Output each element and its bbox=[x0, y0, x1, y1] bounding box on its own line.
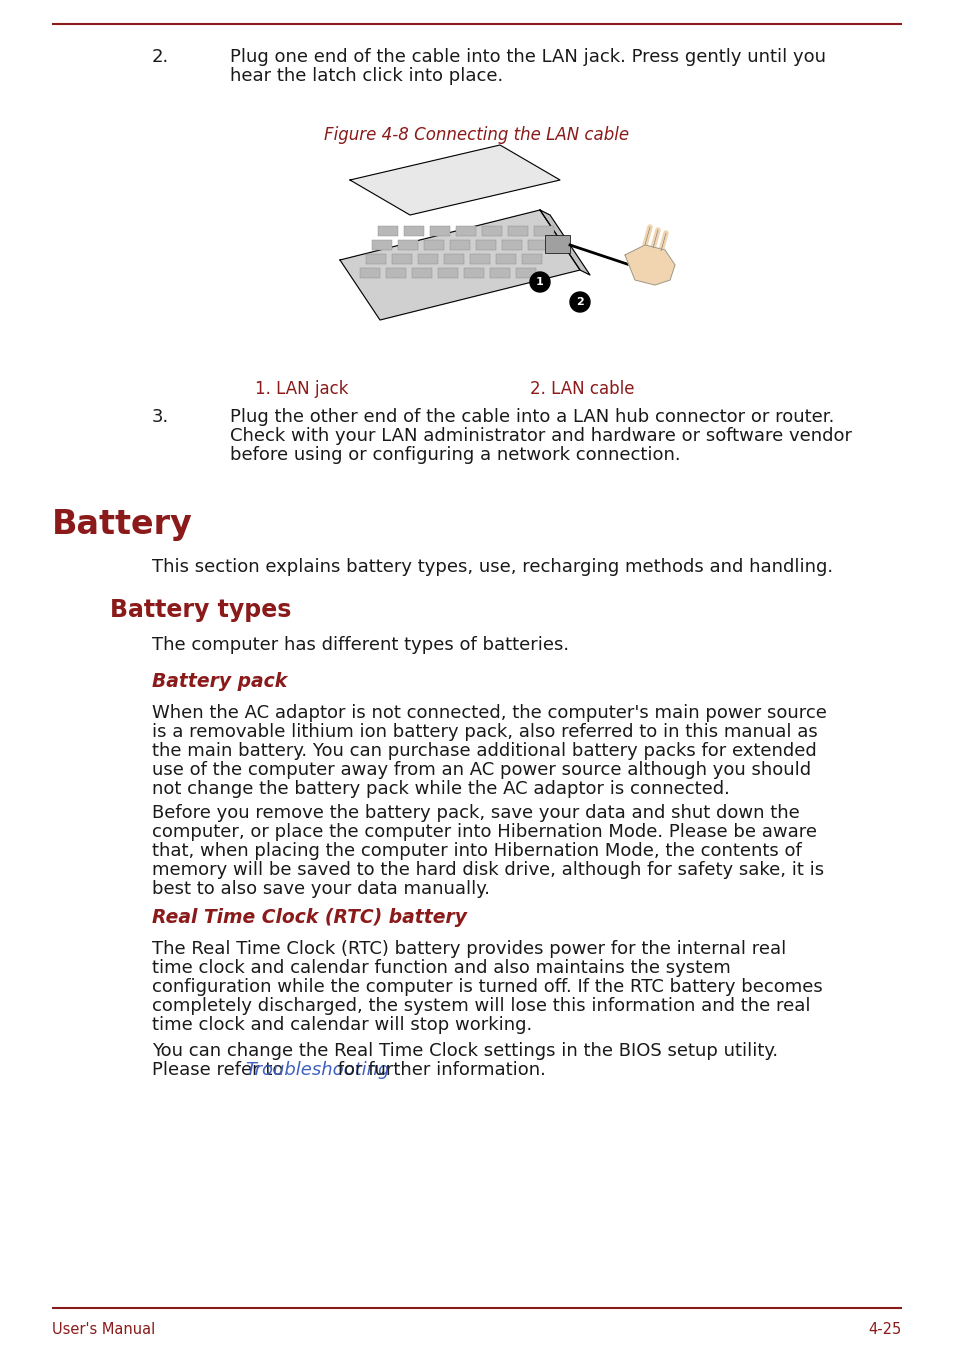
Polygon shape bbox=[372, 239, 392, 250]
Polygon shape bbox=[470, 254, 490, 264]
Text: before using or configuring a network connection.: before using or configuring a network co… bbox=[230, 447, 679, 464]
Circle shape bbox=[530, 272, 550, 292]
Text: Before you remove the battery pack, save your data and shut down the: Before you remove the battery pack, save… bbox=[152, 804, 799, 822]
Text: for further information.: for further information. bbox=[332, 1061, 545, 1079]
Text: time clock and calendar function and also maintains the system: time clock and calendar function and als… bbox=[152, 959, 730, 976]
Text: not change the battery pack while the AC adaptor is connected.: not change the battery pack while the AC… bbox=[152, 780, 729, 798]
Polygon shape bbox=[412, 268, 432, 278]
Polygon shape bbox=[539, 210, 589, 274]
Polygon shape bbox=[481, 226, 501, 235]
Text: completely discharged, the system will lose this information and the real: completely discharged, the system will l… bbox=[152, 997, 810, 1015]
Text: 2: 2 bbox=[576, 297, 583, 307]
Polygon shape bbox=[501, 239, 521, 250]
Text: Check with your LAN administrator and hardware or software vendor: Check with your LAN administrator and ha… bbox=[230, 426, 851, 445]
Polygon shape bbox=[521, 254, 541, 264]
Text: Battery pack: Battery pack bbox=[152, 672, 287, 691]
Text: Figure 4-8 Connecting the LAN cable: Figure 4-8 Connecting the LAN cable bbox=[324, 126, 629, 144]
Text: The computer has different types of batteries.: The computer has different types of batt… bbox=[152, 636, 569, 654]
Polygon shape bbox=[476, 239, 496, 250]
Polygon shape bbox=[534, 226, 554, 235]
Text: computer, or place the computer into Hibernation Mode. Please be aware: computer, or place the computer into Hib… bbox=[152, 823, 816, 841]
Polygon shape bbox=[443, 254, 463, 264]
Text: 2.: 2. bbox=[152, 48, 169, 66]
Polygon shape bbox=[463, 268, 483, 278]
Text: Real Time Clock (RTC) battery: Real Time Clock (RTC) battery bbox=[152, 908, 467, 927]
Text: This section explains battery types, use, recharging methods and handling.: This section explains battery types, use… bbox=[152, 558, 832, 576]
Polygon shape bbox=[516, 268, 536, 278]
Polygon shape bbox=[456, 226, 476, 235]
Text: 1: 1 bbox=[536, 277, 543, 286]
Text: When the AC adaptor is not connected, the computer's main power source: When the AC adaptor is not connected, th… bbox=[152, 703, 826, 722]
Polygon shape bbox=[339, 210, 579, 320]
Polygon shape bbox=[397, 239, 417, 250]
Polygon shape bbox=[527, 239, 547, 250]
Text: User's Manual: User's Manual bbox=[52, 1322, 155, 1337]
Text: Plug one end of the cable into the LAN jack. Press gently until you: Plug one end of the cable into the LAN j… bbox=[230, 48, 825, 66]
Polygon shape bbox=[423, 239, 443, 250]
Text: best to also save your data manually.: best to also save your data manually. bbox=[152, 880, 490, 898]
Polygon shape bbox=[430, 226, 450, 235]
Polygon shape bbox=[359, 268, 379, 278]
Text: The Real Time Clock (RTC) battery provides power for the internal real: The Real Time Clock (RTC) battery provid… bbox=[152, 940, 785, 958]
Text: 1. LAN jack: 1. LAN jack bbox=[254, 381, 348, 398]
Polygon shape bbox=[437, 268, 457, 278]
Text: configuration while the computer is turned off. If the RTC battery becomes: configuration while the computer is turn… bbox=[152, 978, 821, 997]
Text: 3.: 3. bbox=[152, 408, 169, 426]
Text: Battery: Battery bbox=[52, 508, 193, 541]
Text: memory will be saved to the hard disk drive, although for safety sake, it is: memory will be saved to the hard disk dr… bbox=[152, 861, 823, 880]
Polygon shape bbox=[350, 145, 559, 215]
Polygon shape bbox=[496, 254, 516, 264]
Polygon shape bbox=[417, 254, 437, 264]
Polygon shape bbox=[624, 245, 675, 285]
Text: Plug the other end of the cable into a LAN hub connector or router.: Plug the other end of the cable into a L… bbox=[230, 408, 834, 426]
Polygon shape bbox=[392, 254, 412, 264]
Polygon shape bbox=[490, 268, 510, 278]
Circle shape bbox=[569, 292, 589, 312]
Bar bbox=[544, 235, 569, 253]
Text: is a removable lithium ion battery pack, also referred to in this manual as: is a removable lithium ion battery pack,… bbox=[152, 724, 817, 741]
Text: time clock and calendar will stop working.: time clock and calendar will stop workin… bbox=[152, 1015, 532, 1034]
Polygon shape bbox=[366, 254, 386, 264]
Text: Troubleshooting: Troubleshooting bbox=[245, 1061, 389, 1079]
Text: use of the computer away from an AC power source although you should: use of the computer away from an AC powe… bbox=[152, 761, 810, 779]
Polygon shape bbox=[377, 226, 397, 235]
Text: 4-25: 4-25 bbox=[868, 1322, 901, 1337]
Text: You can change the Real Time Clock settings in the BIOS setup utility.: You can change the Real Time Clock setti… bbox=[152, 1042, 778, 1060]
Text: hear the latch click into place.: hear the latch click into place. bbox=[230, 67, 503, 85]
Text: that, when placing the computer into Hibernation Mode, the contents of: that, when placing the computer into Hib… bbox=[152, 842, 801, 859]
Polygon shape bbox=[403, 226, 423, 235]
Polygon shape bbox=[507, 226, 527, 235]
Polygon shape bbox=[386, 268, 406, 278]
Text: Battery types: Battery types bbox=[110, 599, 291, 621]
Text: 2. LAN cable: 2. LAN cable bbox=[530, 381, 634, 398]
Text: Please refer to: Please refer to bbox=[152, 1061, 289, 1079]
Text: the main battery. You can purchase additional battery packs for extended: the main battery. You can purchase addit… bbox=[152, 742, 816, 760]
Polygon shape bbox=[450, 239, 470, 250]
